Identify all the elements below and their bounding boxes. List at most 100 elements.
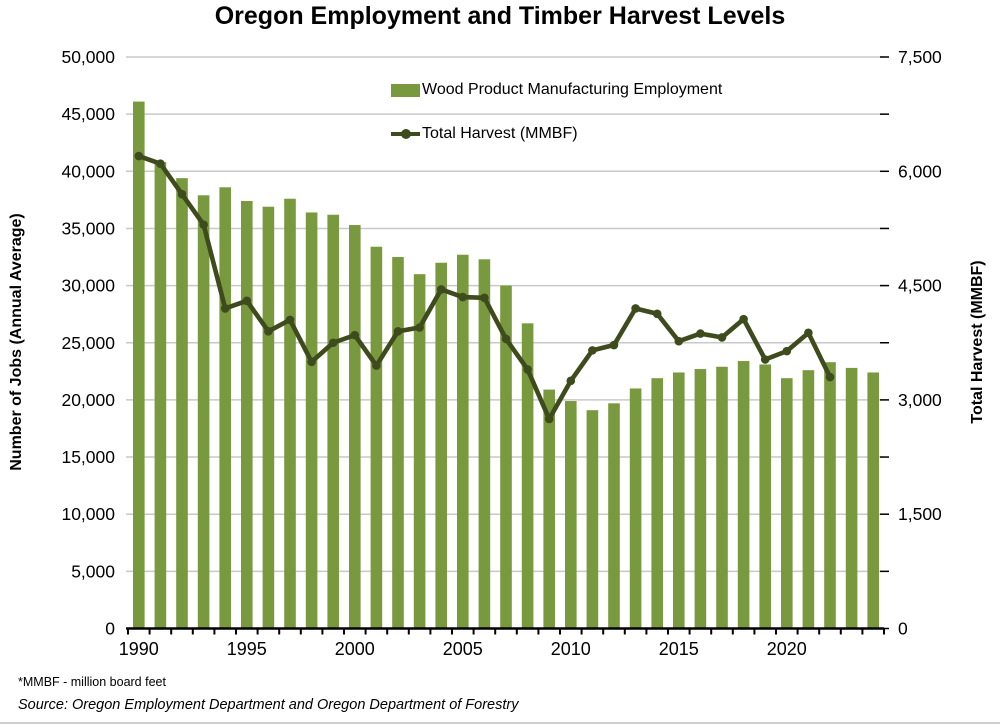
employment-bar <box>845 367 858 629</box>
harvest-point <box>328 338 338 348</box>
left-axis-tick-label: 15,000 <box>61 447 115 467</box>
employment-bar <box>824 362 836 629</box>
harvest-point <box>242 296 252 306</box>
line-series-swatch-icon <box>391 129 420 139</box>
x-axis-year-label: 2020 <box>767 639 807 659</box>
harvest-point <box>804 328 813 338</box>
left-axis-tick-label: 20,000 <box>61 390 115 410</box>
harvest-point <box>199 220 208 229</box>
employment-bar <box>521 323 534 629</box>
employment-bar <box>457 254 469 629</box>
employment-bar <box>370 246 383 629</box>
harvest-point <box>220 304 230 313</box>
employment-bar <box>586 410 599 629</box>
plot-area: 0 5,000 10,000 15,000 20,000 25,000 30,000 35,0… <box>61 47 942 659</box>
left-axis-tick-label: 25,000 <box>61 333 115 353</box>
employment-bar <box>305 212 318 629</box>
line-marker-icon <box>400 129 411 139</box>
harvest-point <box>544 414 554 424</box>
harvest-point <box>696 329 705 338</box>
left-axis-tick-label: 5,000 <box>71 561 115 581</box>
source-note: Source: Oregon Employment Department and… <box>18 697 519 713</box>
x-axis-year-label: 2010 <box>551 639 591 659</box>
employment-bar <box>262 206 275 629</box>
harvest-point <box>674 336 684 346</box>
left-axis-tick-label: 50,000 <box>61 47 115 67</box>
employment-bar <box>867 372 879 629</box>
employment-bar <box>673 372 685 629</box>
x-axis-year-label: 2005 <box>443 639 483 659</box>
right-axis-tick-label: 1,500 <box>898 504 942 524</box>
harvest-point <box>350 330 360 340</box>
harvest-point <box>501 334 511 344</box>
harvest-point <box>177 189 187 199</box>
chart-title: Oregon Employment and Timber Harvest Lev… <box>214 2 786 30</box>
right-axis-tick-label: 7,500 <box>898 47 942 67</box>
harvest-point <box>631 304 640 313</box>
employment-bar <box>802 370 815 629</box>
harvest-point <box>264 327 273 336</box>
employment-bar <box>435 262 447 629</box>
employment-bar <box>392 257 404 629</box>
employment-bar <box>284 198 296 629</box>
left-axis-tick-label: 40,000 <box>61 161 115 181</box>
employment-bar <box>694 369 707 629</box>
right-axis-tick-label: 4,500 <box>898 276 942 296</box>
bottom-edge-divider <box>0 722 1000 724</box>
employment-bar <box>737 361 750 629</box>
left-axis-tick-label: 45,000 <box>61 104 115 124</box>
harvest-point <box>760 355 770 364</box>
employment-bar <box>413 274 426 629</box>
employment-bar <box>716 366 728 629</box>
employment-bar <box>219 187 231 629</box>
x-axis-year-label: 2015 <box>659 639 699 659</box>
employment-bar <box>197 195 210 629</box>
left-axis-tick-label: 0 <box>105 619 115 639</box>
legend-label-employment: Wood Product Manufacturing Employment <box>422 81 723 98</box>
employment-bar <box>133 101 145 629</box>
harvest-point <box>307 357 316 367</box>
x-axis-year-label: 1990 <box>119 639 159 659</box>
left-axis-tick-label: 35,000 <box>61 218 115 238</box>
employment-bar <box>543 389 555 629</box>
harvest-point <box>415 323 424 332</box>
harvest-point <box>717 333 727 342</box>
left-axis-tick-label: 30,000 <box>61 276 115 296</box>
bar-series-swatch-icon <box>391 83 420 97</box>
employment-bar <box>781 378 793 629</box>
legend: Wood Product Manufacturing Employment To… <box>391 80 722 168</box>
employment-bar <box>176 178 188 629</box>
harvest-point <box>588 346 597 355</box>
employment-bar <box>327 214 339 629</box>
employment-bar <box>608 403 620 629</box>
employment-bar <box>154 162 167 629</box>
harvest-point <box>480 293 489 303</box>
employment-bar <box>565 401 577 629</box>
harvest-point <box>285 315 295 325</box>
right-axis-tick-label: 0 <box>898 619 908 639</box>
harvest-point <box>523 365 532 374</box>
right-axis-tick-label: 6,000 <box>898 161 942 181</box>
right-axis-tick-label: 3,000 <box>898 390 942 410</box>
legend-label-harvest: Total Harvest (MMBF) <box>422 125 578 142</box>
harvest-point <box>156 159 165 168</box>
left-axis-tick-label: 10,000 <box>61 504 115 524</box>
footnote: *MMBF - million board feet <box>18 675 166 689</box>
employment-bar <box>241 201 253 629</box>
x-axis-year-label: 2000 <box>335 639 375 659</box>
harvest-point <box>739 314 748 324</box>
employment-bar <box>478 259 491 629</box>
employment-bar <box>629 388 642 629</box>
legend-item-employment: Wood Product Manufacturing Employment <box>391 80 722 100</box>
harvest-point <box>458 292 468 302</box>
legend-item-harvest: Total Harvest (MMBF) <box>391 124 722 144</box>
employment-bar <box>349 225 361 629</box>
harvest-point <box>652 309 662 319</box>
harvest-point <box>782 346 792 356</box>
harvest-point <box>609 340 619 350</box>
harvest-point <box>134 151 144 161</box>
employment-bar <box>500 285 512 629</box>
employment-bar <box>759 364 771 629</box>
harvest-point <box>566 376 576 386</box>
harvest-point <box>436 285 446 294</box>
